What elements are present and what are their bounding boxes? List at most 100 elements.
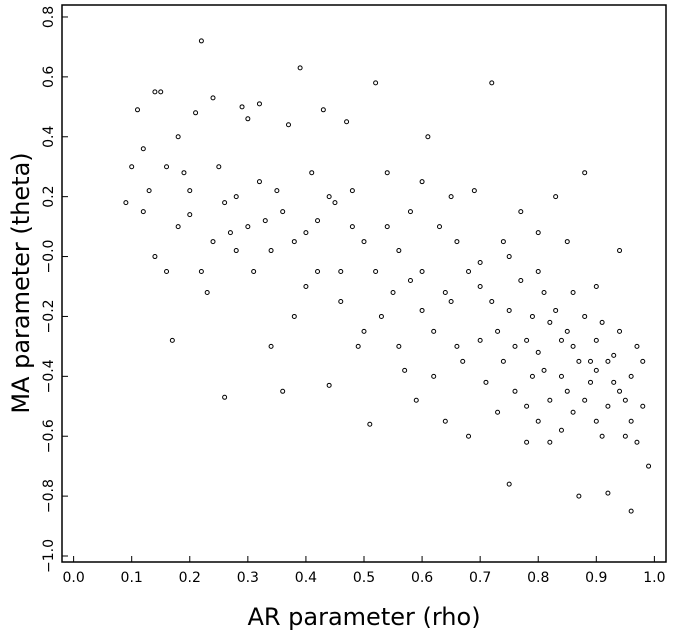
y-tick-label: 0.2 [41, 186, 57, 208]
x-tick-label: 0.2 [179, 570, 201, 586]
point [570, 289, 576, 295]
point [251, 269, 257, 275]
point [187, 212, 193, 218]
point [222, 200, 228, 206]
x-tick-label: 0.9 [585, 570, 607, 586]
point [146, 188, 152, 194]
x-tick-label: 1.0 [643, 570, 665, 586]
point [396, 248, 402, 254]
point [599, 319, 605, 325]
point [419, 307, 425, 313]
point [454, 343, 460, 349]
point [535, 269, 541, 275]
point [506, 254, 512, 260]
point [332, 200, 338, 206]
point [553, 194, 559, 200]
point [204, 289, 210, 295]
point [268, 343, 274, 349]
point [320, 107, 326, 113]
point [210, 239, 216, 245]
x-tick-label: 0.6 [411, 570, 433, 586]
point [355, 343, 361, 349]
point [466, 433, 472, 439]
point [617, 388, 623, 394]
point [303, 230, 309, 236]
point [373, 269, 379, 275]
point [570, 343, 576, 349]
point [471, 188, 477, 194]
point [605, 358, 611, 364]
point [628, 373, 634, 379]
point [547, 397, 553, 403]
point [518, 278, 524, 284]
point [233, 194, 239, 200]
point [460, 358, 466, 364]
point [524, 403, 530, 409]
x-tick-label: 0.5 [353, 570, 375, 586]
y-tick-label: 0.6 [41, 66, 57, 88]
y-tick-label: −0.0 [41, 240, 57, 274]
point [187, 188, 193, 194]
point [576, 358, 582, 364]
point [175, 224, 181, 230]
point [524, 337, 530, 343]
point [489, 298, 495, 304]
point [407, 278, 413, 284]
y-tick-label: −0.4 [41, 359, 57, 393]
point [291, 313, 297, 319]
point [291, 239, 297, 245]
point [193, 110, 199, 116]
point [390, 289, 396, 295]
point [169, 337, 175, 343]
point [326, 382, 332, 388]
point [274, 188, 280, 194]
x-tick-label: 0.8 [527, 570, 549, 586]
point [570, 409, 576, 415]
point [541, 289, 547, 295]
point [593, 283, 599, 289]
point [407, 209, 413, 215]
point [576, 493, 582, 499]
point [558, 427, 564, 433]
point [222, 394, 228, 400]
point [245, 116, 251, 122]
point [477, 283, 483, 289]
point [425, 134, 431, 140]
x-tick-label: 0.4 [295, 570, 317, 586]
point [442, 418, 448, 424]
point [611, 379, 617, 385]
point [628, 508, 634, 514]
point [512, 343, 518, 349]
y-tick-label: −0.2 [41, 299, 57, 333]
point [547, 319, 553, 325]
point [535, 349, 541, 355]
point [547, 439, 553, 445]
point [233, 248, 239, 254]
point [268, 248, 274, 254]
point [413, 397, 419, 403]
point [529, 373, 535, 379]
point [558, 337, 564, 343]
point [617, 328, 623, 334]
y-axis-title: MA parameter (theta) [7, 152, 35, 413]
point [402, 367, 408, 373]
point [611, 352, 617, 358]
point [123, 200, 129, 206]
point [164, 269, 170, 275]
point [634, 439, 640, 445]
y-tick-label: −1.0 [41, 539, 57, 573]
point [349, 224, 355, 230]
point [326, 194, 332, 200]
plot-frame [61, 4, 667, 563]
point [210, 95, 216, 101]
point [553, 307, 559, 313]
point [477, 260, 483, 266]
point [622, 397, 628, 403]
point [262, 218, 268, 224]
point [483, 379, 489, 385]
point [256, 179, 262, 185]
point [535, 230, 541, 236]
point [477, 337, 483, 343]
point [419, 179, 425, 185]
